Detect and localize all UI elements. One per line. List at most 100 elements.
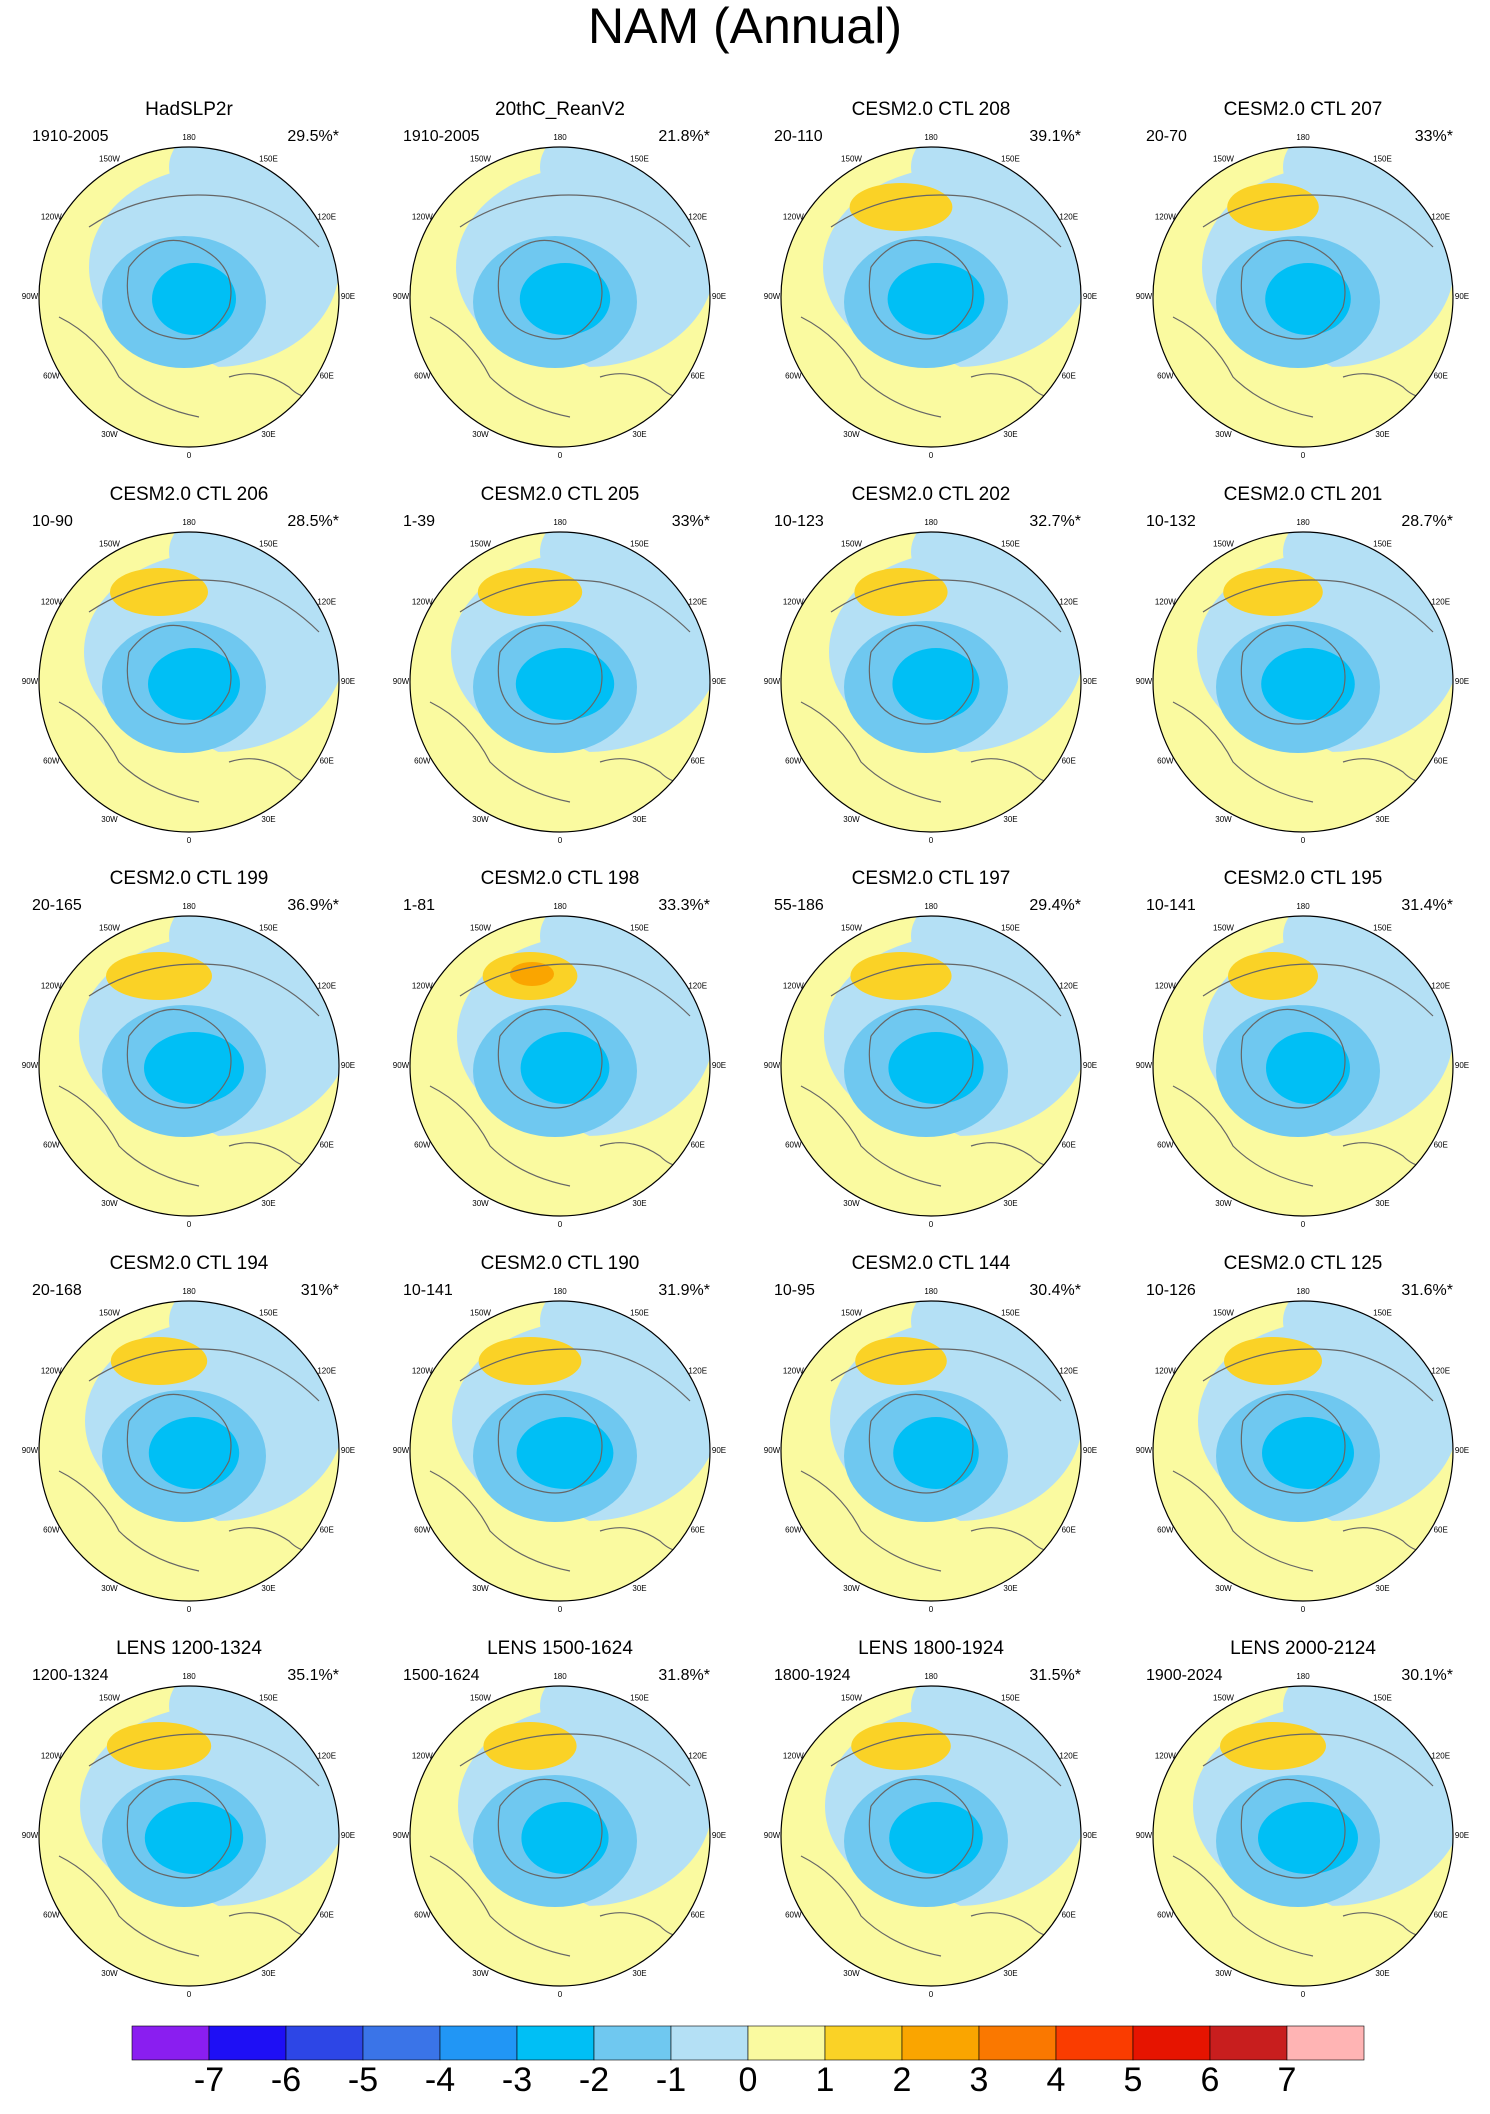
map-border xyxy=(38,531,340,833)
longitude-label: 60E xyxy=(1434,372,1448,381)
coastline xyxy=(800,579,1072,803)
longitude-label: 30W xyxy=(101,1584,118,1593)
panel-title: LENS 1200-1324 xyxy=(116,1638,262,1659)
longitude-label: 90W xyxy=(22,1061,39,1070)
longitude-label: 30W xyxy=(472,430,489,439)
longitude-label: 120E xyxy=(1431,982,1450,991)
panel-percent: 31.6%* xyxy=(1401,1282,1453,1299)
longitude-label: 150W xyxy=(841,539,862,548)
longitude-label: 60W xyxy=(43,1141,60,1150)
coastline xyxy=(1172,194,1444,418)
longitude-label: 150W xyxy=(99,923,120,932)
map-border xyxy=(1152,1685,1454,1987)
panel-period: 1200-1324 xyxy=(32,1667,109,1684)
field-orange xyxy=(106,1722,212,1770)
longitude-label: 30W xyxy=(472,1584,489,1593)
longitude-label: 150E xyxy=(259,1308,278,1317)
longitude-label: 90W xyxy=(764,1831,781,1840)
longitude-label: 0 xyxy=(187,451,192,460)
longitude-label: 120E xyxy=(688,1752,707,1761)
panel-title: CESM2.0 CTL 198 xyxy=(481,868,640,889)
panel-percent: 33%* xyxy=(672,513,710,530)
field-orange xyxy=(110,568,208,616)
field-orange xyxy=(477,568,583,616)
longitude-label: 150E xyxy=(1373,539,1392,548)
longitude-label: 90E xyxy=(341,292,355,301)
longitude-label: 30W xyxy=(101,1969,118,1978)
longitude-label: 30E xyxy=(1003,1969,1017,1978)
field-blue-dark xyxy=(888,1032,984,1104)
longitude-label: 150W xyxy=(470,1308,491,1317)
colorbar-label: 3 xyxy=(970,2061,989,2099)
field-blue-dark xyxy=(887,263,985,335)
map-border xyxy=(38,1300,340,1602)
longitude-label: 90W xyxy=(22,677,39,686)
panel-percent: 28.5%* xyxy=(287,513,339,530)
coastline xyxy=(429,963,701,1187)
panel-title: CESM2.0 CTL 199 xyxy=(110,868,269,889)
longitude-label: 90W xyxy=(393,1831,410,1840)
longitude-label: 60W xyxy=(414,1911,431,1920)
field-orange xyxy=(1220,1722,1326,1770)
panel-percent: 39.1%* xyxy=(1029,128,1081,145)
longitude-label: 90W xyxy=(393,677,410,686)
longitude-label: 90E xyxy=(1455,1831,1469,1840)
longitude-label: 180 xyxy=(1296,902,1310,911)
longitude-label: 150E xyxy=(259,154,278,163)
longitude-label: 180 xyxy=(1296,1287,1310,1296)
map-border xyxy=(409,531,711,833)
longitude-label: 0 xyxy=(1301,1605,1306,1614)
figure-title: NAM (Annual) xyxy=(588,0,902,54)
map-field xyxy=(1153,916,1453,1216)
field-blue-dark xyxy=(515,648,615,720)
map-border xyxy=(780,1685,1082,1987)
coastline xyxy=(429,1733,701,1957)
panel-period: 10-123 xyxy=(774,513,824,530)
field-blue-dark xyxy=(1266,1032,1350,1104)
longitude-label: 120W xyxy=(412,1752,433,1761)
colorbar-box xyxy=(1209,2025,1288,2061)
map-border xyxy=(409,146,711,448)
panel-percent: 36.9%* xyxy=(287,897,339,914)
coastline xyxy=(58,1348,330,1572)
longitude-label: 120W xyxy=(1155,982,1176,991)
longitude-label: 120E xyxy=(1431,213,1450,222)
longitude-label: 60E xyxy=(320,757,334,766)
longitude-label: 150E xyxy=(1001,1693,1020,1702)
field-blue-dark xyxy=(892,648,980,720)
longitude-label: 150W xyxy=(1213,539,1234,548)
field-blue-dark xyxy=(144,1802,244,1874)
longitude-label: 30W xyxy=(101,430,118,439)
longitude-label: 0 xyxy=(1301,1990,1306,1999)
coastline xyxy=(58,579,330,803)
longitude-label: 60E xyxy=(1434,1526,1448,1535)
longitude-label: 150E xyxy=(1373,1308,1392,1317)
panel-title: CESM2.0 CTL 197 xyxy=(852,868,1011,889)
longitude-label: 150W xyxy=(841,923,862,932)
longitude-label: 30W xyxy=(472,815,489,824)
colorbar-label: -7 xyxy=(194,2061,224,2099)
longitude-label: 120E xyxy=(1059,213,1078,222)
longitude-label: 60W xyxy=(43,757,60,766)
field-blue-dark xyxy=(1258,1802,1358,1874)
map-border xyxy=(409,915,711,1217)
panel-period: 20-165 xyxy=(32,897,82,914)
panel-title: CESM2.0 CTL 194 xyxy=(110,1253,269,1274)
longitude-label: 30W xyxy=(472,1199,489,1208)
longitude-label: 120W xyxy=(41,598,62,607)
longitude-label: 180 xyxy=(182,518,196,527)
map-panel: CESM2.0 CTL 125 10-126 31.6%* 180 150E 120E 90… xyxy=(1136,1253,1469,1614)
map-panel: LENS 1500-1624 1500-1624 31.8%* 180 150E 120E… xyxy=(393,1638,726,1999)
longitude-label: 0 xyxy=(558,451,563,460)
colorbar-box xyxy=(362,2025,441,2061)
longitude-label: 150E xyxy=(1001,539,1020,548)
map-panel: CESM2.0 CTL 208 20-110 39.1%* 180 150E 120E 90… xyxy=(764,99,1097,460)
panel-title: CESM2.0 CTL 125 xyxy=(1224,1253,1383,1274)
coastline xyxy=(800,1348,1072,1572)
colorbar-label: 0 xyxy=(739,2061,758,2099)
longitude-label: 90E xyxy=(712,1446,726,1455)
field-blue-dark xyxy=(893,1417,979,1489)
map-panel: LENS 2000-2124 1900-2024 30.1%* 180 150E 120E… xyxy=(1136,1638,1469,1999)
longitude-label: 30W xyxy=(843,1199,860,1208)
colorbar-box xyxy=(824,2025,903,2061)
